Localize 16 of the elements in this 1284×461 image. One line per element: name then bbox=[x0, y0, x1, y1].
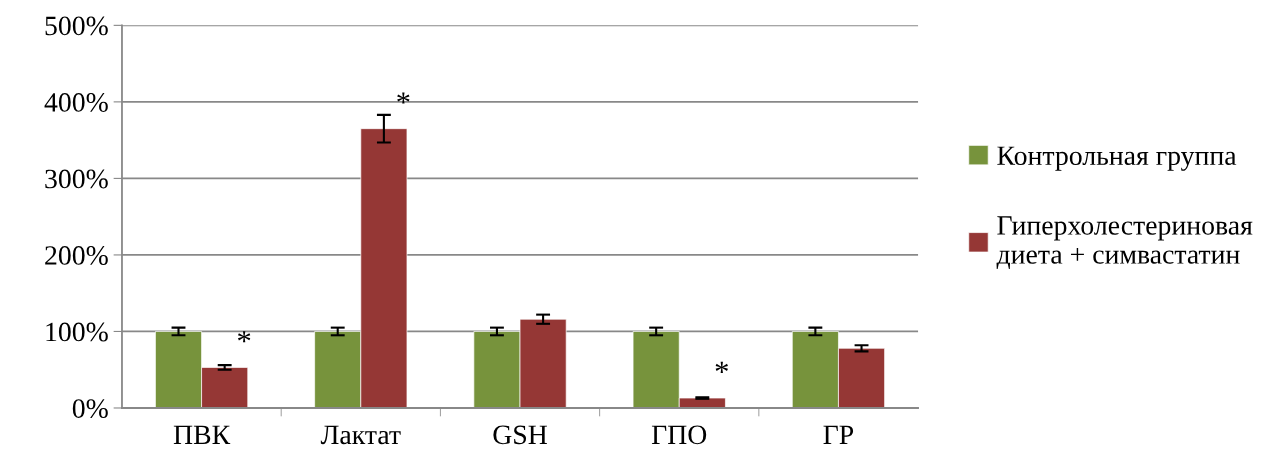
y-tick-label: 400% bbox=[44, 93, 108, 112]
legend-label: Контрольная группа bbox=[997, 146, 1237, 171]
y-tick-label: 300% bbox=[45, 169, 108, 189]
x-tick-label: ПВК bbox=[173, 425, 231, 445]
y-tick-label: 500% bbox=[45, 16, 108, 36]
annotation: * bbox=[237, 331, 251, 343]
x-tick-label: Лактат bbox=[320, 425, 401, 445]
y-tick-label: 0% bbox=[72, 399, 108, 418]
x-tick-label: ГР bbox=[823, 425, 854, 444]
x-tick-label: GSH bbox=[493, 425, 547, 445]
x-tick-label: ГПО bbox=[651, 425, 707, 445]
annotation: * bbox=[715, 361, 728, 373]
annotation: * bbox=[397, 92, 410, 104]
legend-label: Гиперхолестериновая диета + симвастатин bbox=[996, 216, 1253, 269]
y-tick-label: 100% bbox=[46, 322, 108, 342]
y-tick-label: 200% bbox=[45, 246, 108, 265]
